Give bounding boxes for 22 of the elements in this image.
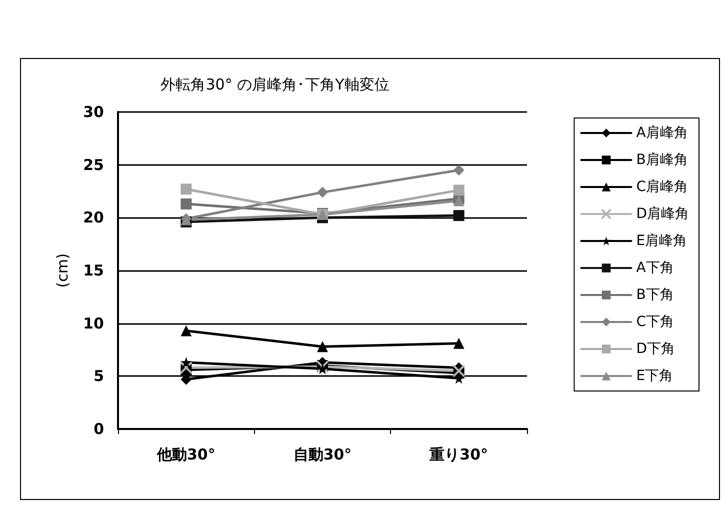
legend-label: C下角 bbox=[636, 314, 674, 330]
x-tick-label: 他動30° bbox=[156, 446, 216, 464]
y-tick-label: 25 bbox=[83, 156, 104, 174]
y-tick-label: 30 bbox=[83, 103, 104, 121]
x-tick-label: 重り30° bbox=[428, 446, 488, 464]
legend-label: A肩峰角 bbox=[636, 125, 688, 141]
legend-label: D肩峰角 bbox=[636, 206, 689, 222]
y-tick-label: 20 bbox=[83, 208, 104, 227]
chart-title: 外転角30° の肩峰角･下角Y軸変位 bbox=[160, 76, 390, 94]
y-tick-label: 5 bbox=[94, 367, 104, 386]
legend-label: A下角 bbox=[636, 260, 674, 276]
x-tick-label: 自動30° bbox=[293, 446, 352, 464]
legend-label: E肩峰角 bbox=[636, 233, 688, 249]
legend-label: B下角 bbox=[636, 287, 674, 303]
y-tick-label: 15 bbox=[83, 262, 104, 280]
legend-label: B肩峰角 bbox=[636, 152, 688, 168]
legend-label: D下角 bbox=[636, 341, 675, 357]
y-tick-label: 0 bbox=[94, 420, 104, 438]
legend-label: C肩峰角 bbox=[636, 179, 688, 195]
y-axis-title: (cm) bbox=[54, 253, 72, 288]
y-tick-label: 10 bbox=[83, 314, 104, 332]
legend-label: E下角 bbox=[636, 368, 674, 384]
